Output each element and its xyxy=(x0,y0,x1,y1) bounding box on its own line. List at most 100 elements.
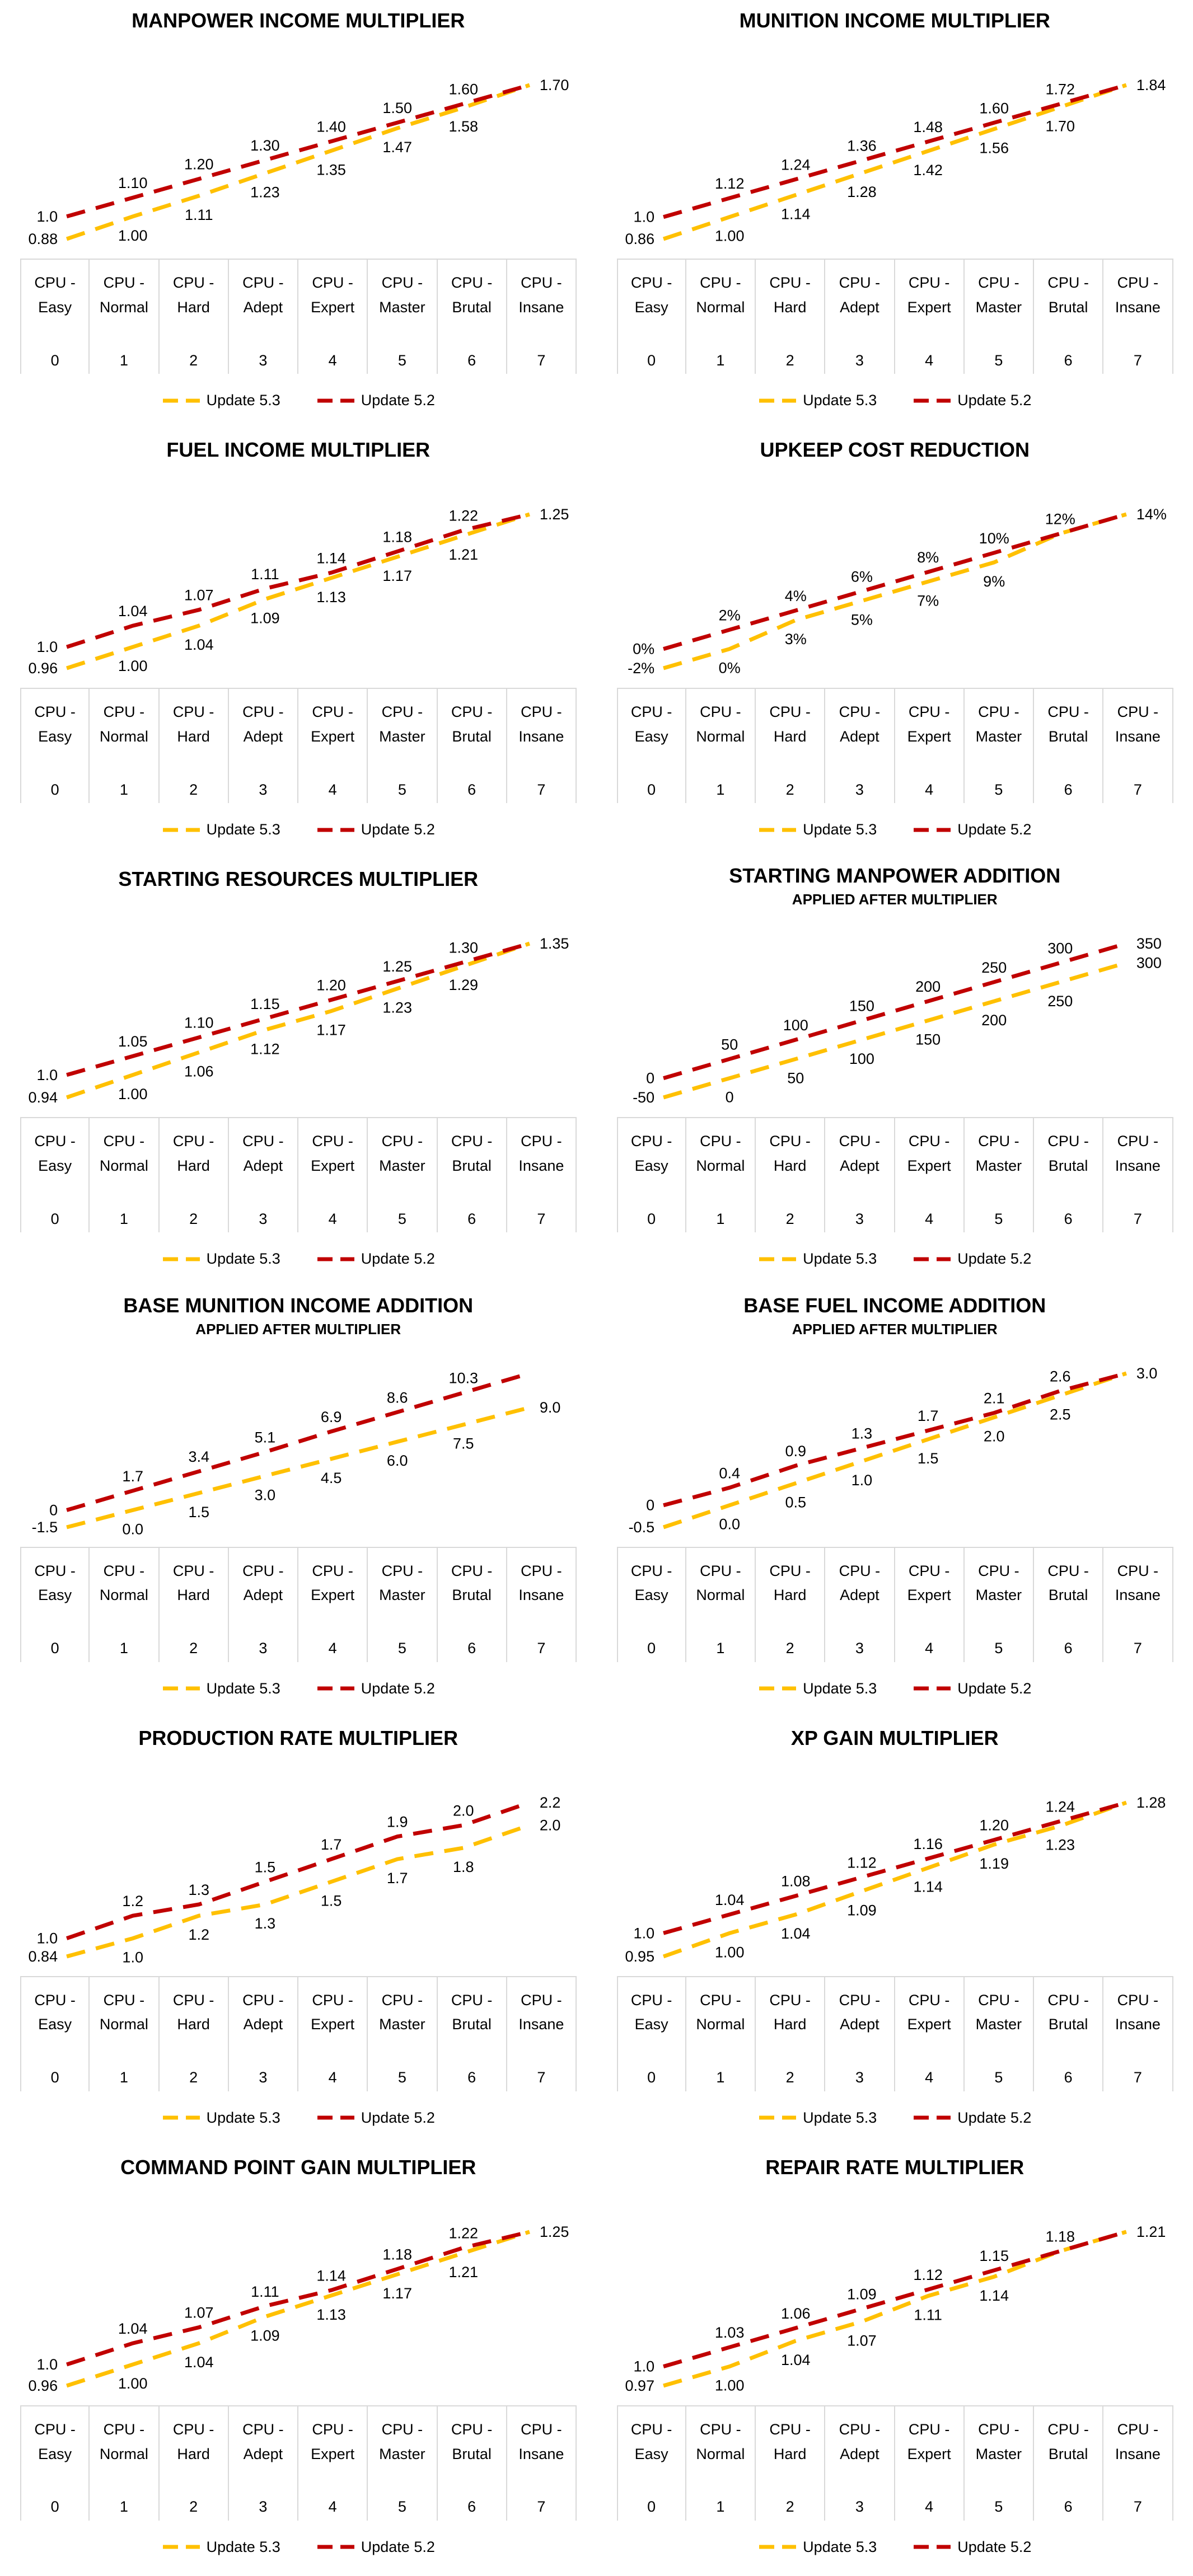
data-label: 0.0 xyxy=(122,1521,143,1537)
difficulty-cell: CPU - Brutal xyxy=(1047,1133,1089,1175)
legend-item-update-53: Update 5.3 xyxy=(162,1250,280,1268)
data-label: 1.12 xyxy=(913,2267,943,2283)
level-cell: 3 xyxy=(855,1640,864,1657)
legend-label: Update 5.3 xyxy=(803,2538,877,2555)
legend-dash-swatch-icon xyxy=(317,1257,354,1261)
data-label: 0 xyxy=(49,1502,58,1518)
legend-item-update-52: Update 5.2 xyxy=(913,1680,1031,1697)
level-cell: 0 xyxy=(647,2498,656,2516)
data-label: 1.12 xyxy=(250,1041,280,1058)
difficulty-table: CPU - Easy 0 CPU - Normal 1 CPU - Hard 2 CPU -… xyxy=(20,2405,577,2521)
difficulty-column: CPU - Insane 7 xyxy=(1103,689,1173,804)
data-label: 1.00 xyxy=(714,2377,744,2394)
level-cell: 1 xyxy=(716,2069,725,2086)
legend-item-update-53: Update 5.3 xyxy=(162,821,280,838)
difficulty-cell: CPU - Adept xyxy=(839,1991,881,2033)
data-label: 1.60 xyxy=(979,100,1009,116)
difficulty-column: CPU - Insane 7 xyxy=(507,260,577,374)
legend-item-update-53: Update 5.3 xyxy=(758,1680,877,1697)
data-label: 0.96 xyxy=(29,660,58,677)
chart-title: REPAIR RATE MULTIPLIER xyxy=(765,2155,1024,2179)
chart-cell: COMMAND POINT GAIN MULTIPLIER 0.96 1.00 1.… xyxy=(0,2147,597,2576)
level-cell: 5 xyxy=(397,1210,406,1227)
chart-title: COMMAND POINT GAIN MULTIPLIER xyxy=(120,2155,476,2179)
legend-label: Update 5.2 xyxy=(957,392,1032,409)
data-label: 6.0 xyxy=(387,1452,408,1469)
level-cell: 1 xyxy=(716,1640,725,1657)
legend-dash-swatch-icon xyxy=(914,828,951,832)
legend-item-update-52: Update 5.2 xyxy=(316,1680,435,1697)
legend-item-update-52: Update 5.2 xyxy=(316,821,435,838)
difficulty-cell: CPU - Master xyxy=(379,1991,425,2033)
difficulty-cell: CPU - Expert xyxy=(311,274,355,316)
level-cell: 1 xyxy=(716,1210,725,1227)
level-cell: 4 xyxy=(328,1210,337,1227)
level-cell: 4 xyxy=(328,781,337,798)
level-cell: 7 xyxy=(1133,2069,1142,2086)
difficulty-cell: CPU - Expert xyxy=(311,2420,355,2462)
difficulty-cell: CPU - Master xyxy=(975,1133,1022,1175)
difficulty-cell: CPU - Hard xyxy=(769,1562,811,1604)
data-label: 0.97 xyxy=(625,2377,654,2394)
difficulty-column: CPU - Master 5 xyxy=(368,689,438,804)
difficulty-cell: CPU - Brutal xyxy=(451,274,493,316)
chart-cell: REPAIR RATE MULTIPLIER 0.97 1.00 1.04 1.07 1… xyxy=(597,2147,1193,2576)
difficulty-cell: CPU - Normal xyxy=(99,703,148,745)
difficulty-table: CPU - Easy 0 CPU - Normal 1 CPU - Hard 2 CPU -… xyxy=(616,2405,1173,2521)
data-label: 1.24 xyxy=(1045,1798,1075,1815)
data-label: 1.28 xyxy=(1136,1794,1166,1811)
difficulty-column: CPU - Expert 4 xyxy=(298,1977,368,2091)
line-chart: 0.96 1.00 1.04 1.09 1.13 1.17 1.21 1.0 1.04 1.07 1… xyxy=(26,504,572,679)
legend-label: Update 5.3 xyxy=(803,1679,877,1697)
difficulty-cell: CPU - Brutal xyxy=(451,1991,493,2033)
level-cell: 4 xyxy=(925,1640,934,1657)
series-line-update-53 xyxy=(66,1823,531,1959)
difficulty-column: CPU - Easy 0 xyxy=(20,1547,90,1662)
data-label: 1.30 xyxy=(449,940,479,956)
data-label: 1.24 xyxy=(781,156,811,173)
data-label: 1.17 xyxy=(316,1022,346,1039)
data-label: 4.5 xyxy=(321,1469,342,1486)
data-label: 1.09 xyxy=(847,1902,877,1918)
legend-dash-swatch-icon xyxy=(759,2115,797,2120)
level-cell: 4 xyxy=(328,2498,337,2516)
chart-subtitle: APPLIED AFTER MULTIPLIER xyxy=(792,891,998,908)
difficulty-column: CPU - Normal 1 xyxy=(90,1118,160,1233)
legend-item-update-52: Update 5.2 xyxy=(316,2109,435,2127)
difficulty-column: CPU - Normal 1 xyxy=(90,2406,160,2521)
difficulty-column: CPU - Easy 0 xyxy=(616,1118,686,1233)
level-cell: 0 xyxy=(647,2069,656,2086)
legend-label: Update 5.3 xyxy=(206,1250,280,1268)
level-cell: 2 xyxy=(189,1210,198,1227)
difficulty-column: CPU - Brutal 6 xyxy=(438,689,507,804)
series-line-update-53 xyxy=(66,83,531,241)
difficulty-column: CPU - Insane 7 xyxy=(1103,2406,1173,2521)
data-label: 1.13 xyxy=(316,2306,346,2323)
difficulty-column: CPU - Master 5 xyxy=(965,260,1034,374)
difficulty-column: CPU - Brutal 6 xyxy=(1034,260,1104,374)
difficulty-cell: CPU - Easy xyxy=(630,2420,672,2462)
line-chart: -1.5 0.0 1.5 3.0 4.5 6.0 7.5 9.0 0 1.7 3.4 5.1 6.9 8.… xyxy=(29,1367,563,1540)
level-cell: 4 xyxy=(925,351,934,369)
difficulty-cell: CPU - Insane xyxy=(518,703,564,745)
level-cell: 6 xyxy=(1064,781,1073,798)
data-label: 1.09 xyxy=(250,610,280,627)
difficulty-column: CPU - Hard 2 xyxy=(756,1547,826,1662)
difficulty-column: CPU - Expert 4 xyxy=(895,1118,965,1233)
data-label: 1.06 xyxy=(184,1063,214,1080)
data-label: 1.5 xyxy=(917,1449,938,1466)
difficulty-cell: CPU - Expert xyxy=(907,274,951,316)
data-label: 1.07 xyxy=(184,2305,214,2321)
data-label: 1.04 xyxy=(781,2352,811,2368)
difficulty-cell: CPU - Master xyxy=(975,2420,1022,2462)
legend-item-update-52: Update 5.2 xyxy=(913,2539,1031,2556)
level-cell: 0 xyxy=(50,781,59,798)
data-label: 250 xyxy=(1047,993,1073,1010)
data-label: 1.11 xyxy=(251,566,279,583)
chart-cell: STARTING RESOURCES MULTIPLIER 0.94 1.00 1.… xyxy=(0,858,597,1288)
difficulty-column: CPU - Brutal 6 xyxy=(438,1547,507,1662)
data-label: 1.04 xyxy=(118,2320,148,2337)
level-cell: 3 xyxy=(259,1640,268,1657)
difficulty-cell: CPU - Hard xyxy=(769,274,811,316)
